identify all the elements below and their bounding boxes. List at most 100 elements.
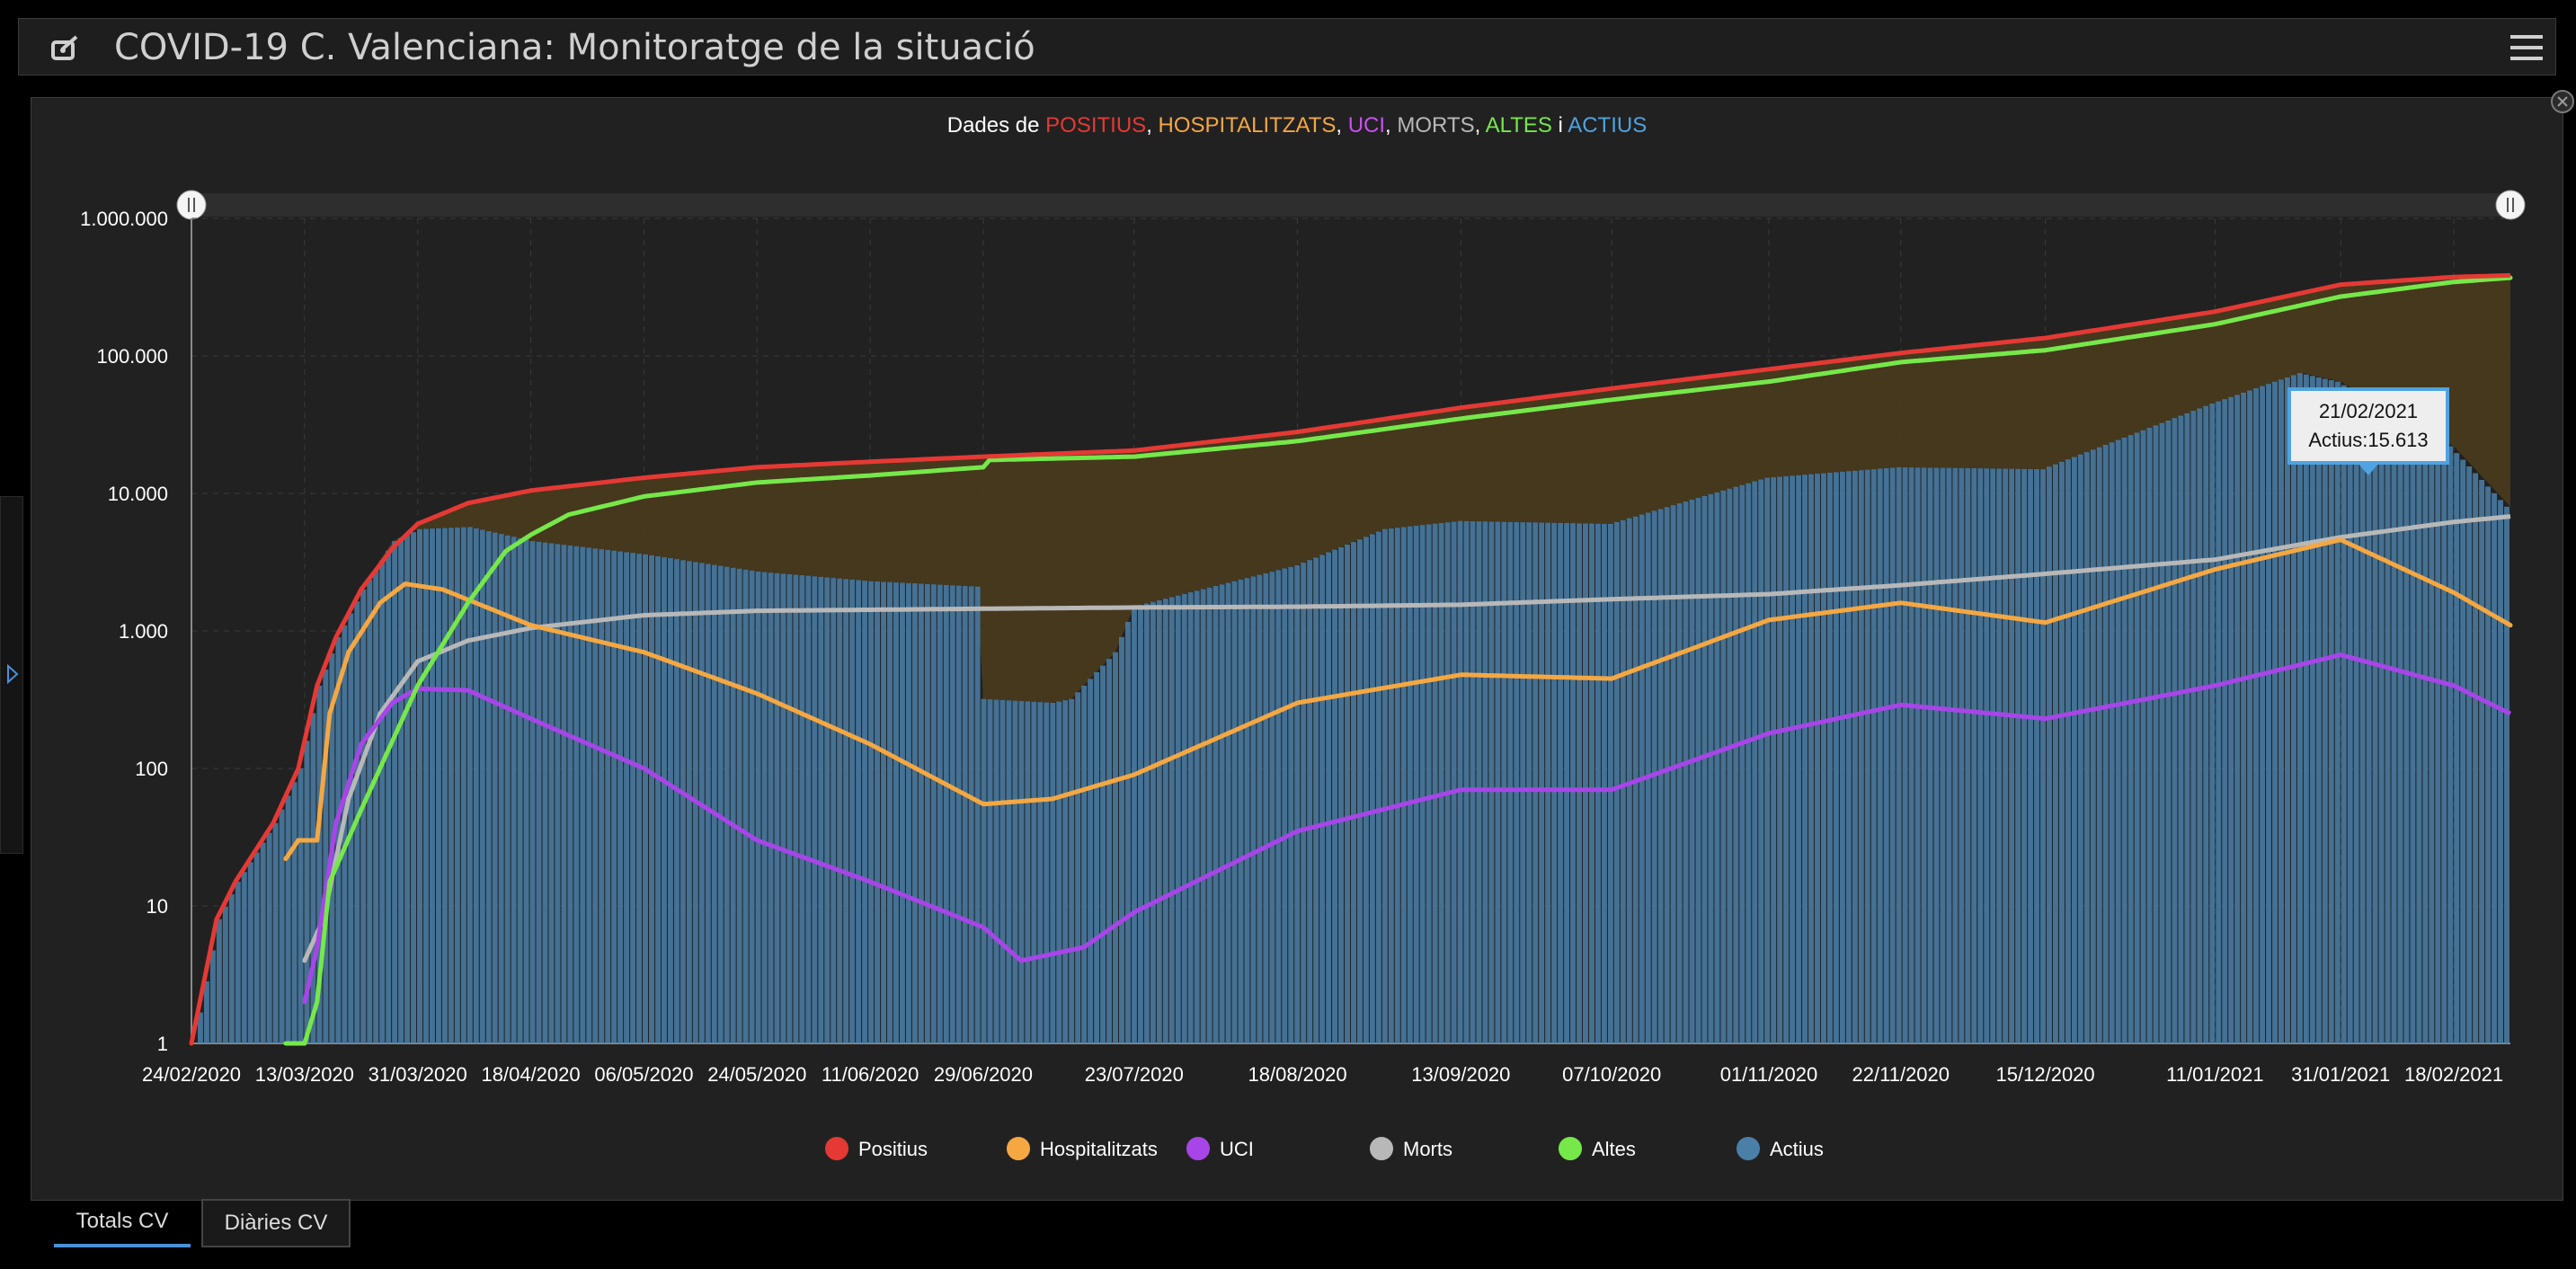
series-point-hospitalitzats — [1565, 675, 1570, 680]
series-point-positius — [1132, 448, 1137, 453]
x-tick-label: 11/01/2021 — [2166, 1063, 2263, 1086]
series-point-hospitalitzats — [1464, 672, 1470, 678]
series-point-positius — [1283, 430, 1288, 436]
actius-bar — [1400, 527, 1407, 1043]
series-point-uci — [893, 889, 898, 894]
series-point-uci — [1283, 835, 1288, 840]
tab-diaries-cv[interactable]: Diàries CV — [201, 1199, 351, 1247]
actius-bar — [661, 557, 667, 1043]
series-point-hospitalitzats — [2030, 618, 2036, 624]
range-handle-right[interactable] — [2495, 190, 2526, 220]
series-point-altes — [283, 1041, 289, 1046]
series-point-positius — [742, 466, 747, 471]
series-point-hospitalitzats — [1703, 641, 1709, 646]
series-point-uci — [1383, 806, 1388, 812]
range-slider-track[interactable] — [191, 193, 2510, 217]
actius-bar — [1244, 578, 1250, 1043]
series-point-morts — [943, 607, 948, 612]
legend-marker-uci[interactable] — [1185, 1135, 1212, 1162]
series-point-positius — [2313, 288, 2318, 293]
series-point-uci — [1798, 723, 1803, 729]
series-point-positius — [1320, 425, 1325, 430]
actius-bar — [1250, 576, 1257, 1043]
series-point-uci — [1245, 854, 1250, 858]
legend-label-altes[interactable]: Altes — [1592, 1138, 1636, 1160]
actius-bar — [441, 528, 448, 1043]
series-point-uci — [2262, 670, 2268, 676]
actius-bar — [1739, 484, 1745, 1043]
series-point-altes — [585, 508, 590, 513]
series-point-positius — [1044, 451, 1049, 457]
series-point-positius — [302, 738, 307, 743]
series-point-morts — [390, 694, 395, 699]
series-point-morts — [340, 826, 345, 831]
actius-bar — [1269, 572, 1275, 1043]
series-point-positius — [1986, 342, 1992, 347]
series-point-altes — [2319, 298, 2324, 304]
actius-bar — [724, 566, 730, 1043]
actius-bar — [2372, 403, 2378, 1044]
close-panel-button[interactable] — [2551, 90, 2574, 113]
series-point-hospitalitzats — [1012, 799, 1017, 804]
series-point-uci — [1559, 787, 1564, 793]
actius-bar — [1984, 468, 1990, 1043]
hamburger-menu-icon[interactable] — [2505, 26, 2548, 69]
tab-totals-cv[interactable]: Totals CV — [54, 1199, 191, 1247]
legend-label-morts[interactable]: Morts — [1403, 1138, 1452, 1160]
series-point-morts — [1358, 603, 1363, 608]
series-point-hospitalitzats — [296, 838, 301, 843]
series-point-morts — [1546, 599, 1551, 604]
actius-bar — [1870, 469, 1877, 1043]
actius-bar — [2422, 431, 2429, 1044]
actius-bar — [717, 565, 724, 1043]
series-point-positius — [1848, 357, 1853, 362]
series-point-positius — [277, 807, 282, 812]
series-point-positius — [541, 486, 546, 492]
series-point-altes — [1188, 448, 1194, 454]
series-point-morts — [1722, 593, 1728, 599]
series-point-hospitalitzats — [2394, 564, 2400, 569]
legend-label-uci[interactable]: UCI — [1220, 1138, 1254, 1160]
series-point-positius — [1195, 440, 1200, 446]
actius-bar — [209, 950, 216, 1043]
series-point-hospitalitzats — [2081, 608, 2086, 614]
series-point-altes — [510, 545, 515, 550]
series-point-altes — [472, 591, 477, 597]
actius-bar — [749, 570, 755, 1043]
range-handle-left[interactable] — [176, 190, 207, 220]
legend-label-positius[interactable]: Positius — [858, 1138, 928, 1160]
actius-bar — [1921, 467, 1927, 1043]
actius-bar — [1044, 702, 1050, 1043]
series-point-uci — [943, 910, 948, 915]
series-point-uci — [2237, 677, 2243, 682]
legend-marker-morts[interactable] — [1368, 1135, 1395, 1162]
series-point-altes — [710, 485, 715, 491]
series-point-morts — [1999, 574, 2004, 580]
legend-marker-hospitalitzats[interactable] — [1005, 1135, 1032, 1162]
series-point-positius — [867, 459, 873, 465]
series-point-morts — [1697, 594, 1702, 599]
series-point-hospitalitzats — [2093, 604, 2098, 609]
series-point-uci — [981, 925, 986, 930]
legend-marker-actius[interactable] — [1735, 1135, 1762, 1162]
series-point-hospitalitzats — [1766, 617, 1772, 623]
legend-marker-positius[interactable] — [823, 1135, 850, 1162]
series-point-positius — [1483, 402, 1488, 407]
side-panel-toggle[interactable] — [0, 496, 23, 854]
series-point-morts — [2250, 550, 2255, 555]
actius-bar — [2047, 466, 2052, 1043]
series-point-positius — [2087, 328, 2092, 333]
series-point-uci — [1911, 704, 1916, 709]
legend-label-actius[interactable]: Actius — [1770, 1138, 1824, 1160]
series-point-morts — [2489, 516, 2494, 521]
series-point-hospitalitzats — [874, 745, 879, 750]
series-point-morts — [1169, 605, 1175, 610]
actius-bar — [1588, 523, 1594, 1043]
actius-bar — [667, 558, 673, 1043]
actius-bar — [2454, 453, 2460, 1044]
actius-bar — [1470, 521, 1476, 1043]
legend-label-hospitalitzats[interactable]: Hospitalitzats — [1040, 1138, 1158, 1160]
legend-marker-altes[interactable] — [1557, 1135, 1584, 1162]
actius-bar — [1345, 545, 1350, 1043]
actius-bar — [2153, 425, 2159, 1043]
